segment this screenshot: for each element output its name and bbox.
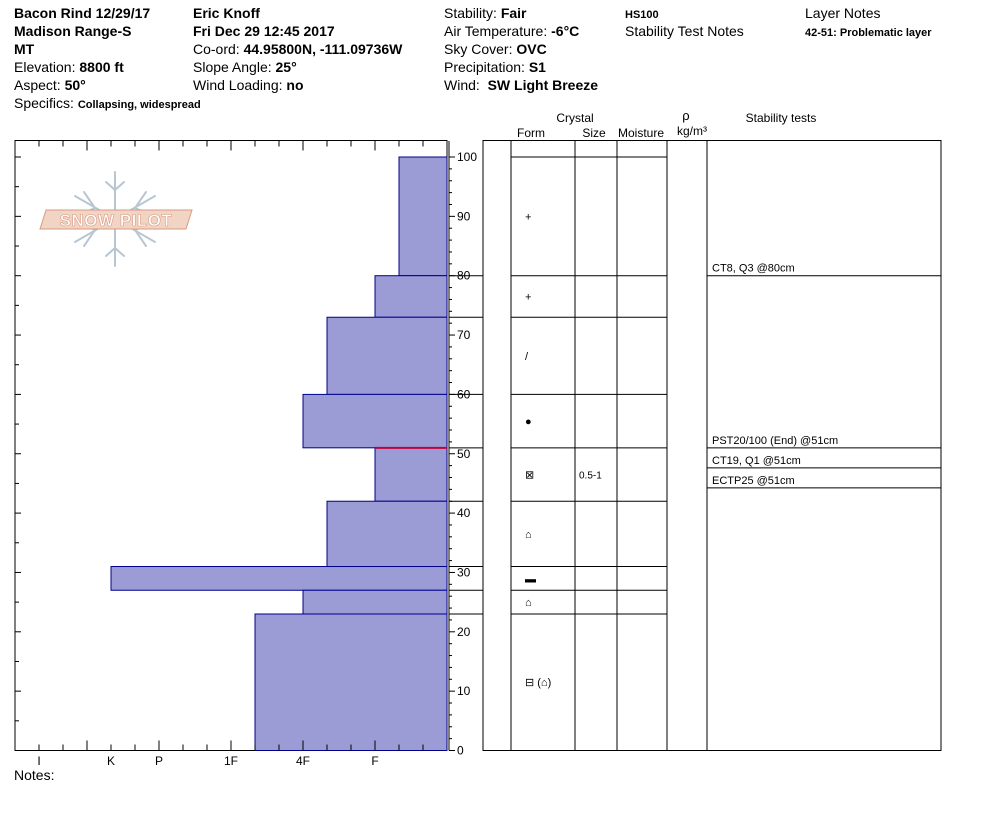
depth-label-40: 40 bbox=[457, 506, 471, 520]
air-temp-value: -6°C bbox=[551, 23, 580, 39]
wind-label: Wind: bbox=[444, 77, 480, 93]
form-header: Form bbox=[517, 126, 545, 140]
density-unit-header: kg/m³ bbox=[677, 124, 707, 138]
grain-size-4: 0.5-1 bbox=[579, 471, 602, 482]
sky-label: Sky Cover: bbox=[444, 41, 513, 57]
layer-notes-label: Layer Notes bbox=[805, 5, 881, 21]
density-column-frame bbox=[666, 140, 708, 751]
layer-note: 42-51: Problematic layer bbox=[805, 27, 932, 39]
stability-test-1: PST20/100 (End) @51cm bbox=[712, 435, 838, 447]
stability-tests-header: Stability tests bbox=[746, 111, 817, 125]
layer-bar-0 bbox=[398, 156, 448, 277]
stability: Stability: Fair bbox=[444, 4, 527, 22]
layer-bar-4 bbox=[374, 447, 448, 502]
layer-bar-7 bbox=[302, 589, 448, 615]
wind-value: SW Light Breeze bbox=[487, 77, 599, 93]
elevation-label: Elevation: bbox=[14, 59, 76, 75]
hardness-label-F: F bbox=[371, 754, 378, 768]
crystal-rows: + + / ● ⊠ 0.5-1 ⌂ ▬ ⌂ ⊟ (⌂) bbox=[449, 211, 667, 689]
notes-label: Notes: bbox=[14, 767, 55, 783]
layer-bar-6 bbox=[110, 566, 448, 591]
precipitation: Precipitation: S1 bbox=[444, 58, 546, 76]
stability-test-3: ECTP25 @51cm bbox=[712, 475, 795, 487]
depth-label-10: 10 bbox=[457, 684, 471, 698]
stability-label: Stability: bbox=[444, 5, 497, 21]
aspect: Aspect: 50° bbox=[14, 76, 86, 94]
hardness-label-P: P bbox=[155, 754, 163, 768]
air-temp-label: Air Temperature: bbox=[444, 23, 548, 39]
crystal-header: Crystal bbox=[556, 111, 593, 125]
stability-tests-frame bbox=[706, 140, 942, 751]
range-name: Madison Range-S bbox=[14, 23, 132, 39]
hardness-label-K: K bbox=[107, 754, 115, 768]
wind-loading: Wind Loading: no bbox=[193, 76, 304, 94]
hardness-axis: I K P 1F 4F F bbox=[37, 754, 378, 768]
hs-label: HS100 bbox=[625, 9, 659, 21]
logo-text: SNOW PILOT bbox=[60, 211, 173, 230]
wind-loading-label: Wind Loading: bbox=[193, 77, 283, 93]
pit-name: Bacon Rind 12/29/17 bbox=[14, 5, 151, 21]
grain-form-symbol-4: ⊠ bbox=[525, 470, 534, 482]
slope-angle: Slope Angle: 25° bbox=[193, 58, 297, 76]
layer-bar-8 bbox=[254, 613, 448, 751]
coord-value: 44.95800N, -111.09736W bbox=[243, 41, 403, 57]
moisture-header: Moisture bbox=[618, 126, 664, 140]
hardness-label-1F: 1F bbox=[224, 754, 238, 768]
depth-label-20: 20 bbox=[457, 625, 471, 639]
wind-loading-value: no bbox=[286, 77, 304, 93]
state: MT bbox=[14, 41, 35, 57]
layer-bar-5 bbox=[326, 500, 448, 568]
depth-label-70: 70 bbox=[457, 328, 471, 342]
stability-test-notes-label: Stability Test Notes bbox=[625, 23, 744, 39]
plot-ticks bbox=[15, 140, 424, 751]
coordinates: Co-ord: 44.95800N, -111.09736W bbox=[193, 40, 402, 58]
slope-value: 25° bbox=[275, 59, 297, 75]
air-temperature: Air Temperature: -6°C bbox=[444, 22, 579, 40]
aspect-label: Aspect: bbox=[14, 77, 61, 93]
depth-label-30: 30 bbox=[457, 565, 471, 579]
precip-value: S1 bbox=[528, 59, 546, 75]
coord-label: Co-ord: bbox=[193, 41, 240, 57]
specifics-label: Specifics: bbox=[14, 95, 74, 111]
hardness-label-I: I bbox=[37, 754, 40, 768]
layer-bar-1 bbox=[374, 275, 448, 318]
grain-form-symbol-1: + bbox=[525, 291, 531, 303]
wind: Wind: SW Light Breeze bbox=[444, 76, 598, 94]
layer-bars bbox=[110, 156, 448, 751]
specifics-value: Collapsing, widespread bbox=[77, 99, 201, 111]
grain-form-symbol-0: + bbox=[525, 211, 531, 223]
grain-form-symbol-7: ⌂ bbox=[525, 597, 532, 609]
grain-form-symbol-6: ▬ bbox=[525, 573, 536, 585]
snowpilot-logo: SNOW PILOT bbox=[39, 171, 193, 267]
elevation: Elevation: 8800 ft bbox=[14, 58, 124, 76]
rho-header: ρ bbox=[682, 108, 689, 123]
grain-form-symbol-2: / bbox=[525, 351, 529, 363]
depth-label-50: 50 bbox=[457, 447, 471, 461]
specifics: Specifics: Collapsing, widespread bbox=[14, 94, 201, 114]
layer-bar-2 bbox=[326, 316, 448, 395]
stability-test-0: CT8, Q3 @80cm bbox=[712, 263, 795, 275]
depth-label-0: 0 bbox=[457, 744, 464, 758]
sky-cover: Sky Cover: OVC bbox=[444, 40, 547, 58]
grain-form-symbol-8: ⊟ (⌂) bbox=[525, 677, 551, 689]
aspect-value: 50° bbox=[64, 77, 86, 93]
depth-label-100: 100 bbox=[457, 150, 477, 164]
grain-form-symbol-3: ● bbox=[525, 416, 532, 428]
stability-test-2: CT19, Q1 @51cm bbox=[712, 455, 801, 467]
stability-value: Fair bbox=[500, 5, 527, 21]
elevation-value: 8800 ft bbox=[79, 59, 124, 75]
slope-label: Slope Angle: bbox=[193, 59, 272, 75]
stability-test-rows: CT8, Q3 @80cm PST20/100 (End) @51cm CT19, … bbox=[707, 263, 941, 489]
grain-form-symbol-5: ⌂ bbox=[525, 529, 532, 541]
depth-label-90: 90 bbox=[457, 209, 471, 223]
precip-label: Precipitation: bbox=[444, 59, 525, 75]
size-header: Size bbox=[582, 126, 606, 140]
sky-value: OVC bbox=[516, 41, 547, 57]
hardness-label-4F: 4F bbox=[296, 754, 310, 768]
observer: Eric Knoff bbox=[193, 5, 260, 21]
observation-datetime: Fri Dec 29 12:45 2017 bbox=[193, 23, 335, 39]
layer-bar-3 bbox=[302, 393, 448, 449]
